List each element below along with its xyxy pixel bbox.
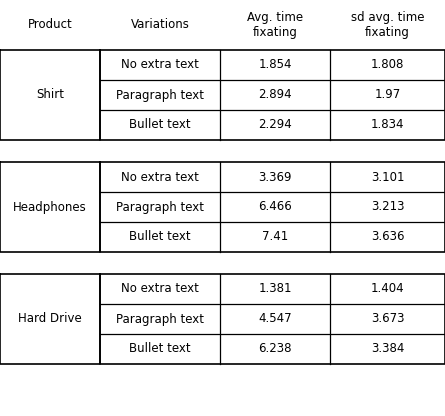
- Text: Bullet text: Bullet text: [129, 230, 191, 243]
- Text: No extra text: No extra text: [121, 282, 199, 295]
- Text: Paragraph text: Paragraph text: [116, 89, 204, 102]
- Text: 4.547: 4.547: [258, 312, 292, 325]
- Text: 3.101: 3.101: [371, 171, 404, 183]
- Text: 3.213: 3.213: [371, 201, 404, 213]
- Text: Avg. time
fixating: Avg. time fixating: [247, 11, 303, 39]
- Text: sd avg. time
fixating: sd avg. time fixating: [351, 11, 424, 39]
- Text: 1.381: 1.381: [258, 282, 292, 295]
- Text: 1.854: 1.854: [258, 59, 292, 72]
- Text: Paragraph text: Paragraph text: [116, 312, 204, 325]
- Text: Paragraph text: Paragraph text: [116, 201, 204, 213]
- Text: Bullet text: Bullet text: [129, 119, 191, 131]
- Text: 1.404: 1.404: [371, 282, 405, 295]
- Text: No extra text: No extra text: [121, 59, 199, 72]
- Text: 1.808: 1.808: [371, 59, 404, 72]
- Text: 2.294: 2.294: [258, 119, 292, 131]
- Text: 3.673: 3.673: [371, 312, 404, 325]
- Text: Shirt: Shirt: [36, 89, 64, 102]
- Text: Variations: Variations: [130, 18, 190, 32]
- Text: 3.384: 3.384: [371, 342, 404, 356]
- Text: 3.369: 3.369: [258, 171, 292, 183]
- Text: 6.466: 6.466: [258, 201, 292, 213]
- Text: Product: Product: [28, 18, 73, 32]
- Text: 7.41: 7.41: [262, 230, 288, 243]
- Text: 6.238: 6.238: [258, 342, 292, 356]
- Text: Headphones: Headphones: [13, 201, 87, 213]
- Text: Bullet text: Bullet text: [129, 342, 191, 356]
- Text: 3.636: 3.636: [371, 230, 404, 243]
- Text: 2.894: 2.894: [258, 89, 292, 102]
- Text: No extra text: No extra text: [121, 171, 199, 183]
- Text: Hard Drive: Hard Drive: [18, 312, 82, 325]
- Text: 1.97: 1.97: [374, 89, 400, 102]
- Text: 1.834: 1.834: [371, 119, 404, 131]
